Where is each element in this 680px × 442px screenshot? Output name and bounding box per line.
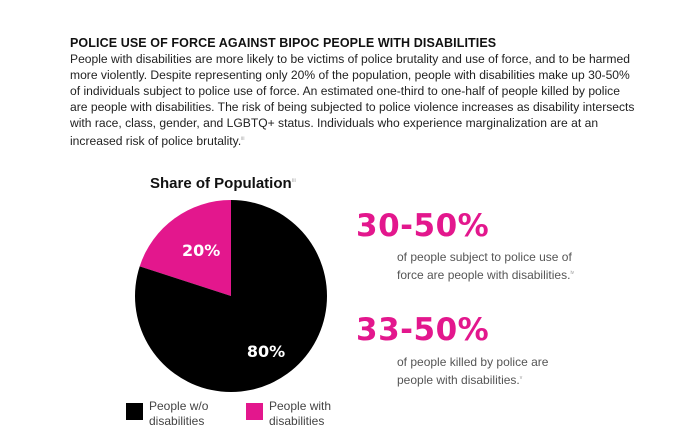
stat-killed-text: of people killed by police are people wi… [397, 355, 549, 387]
stat-use-of-force-footnote: iv [570, 269, 575, 276]
page-heading: POLICE USE OF FORCE AGAINST BIPOC PEOPLE… [70, 36, 497, 50]
chart-title: Share of Populationiii [150, 175, 296, 192]
legend-label-without-disabilities: People w/o disabilities [149, 399, 209, 428]
legend-swatch-without-disabilities [126, 403, 143, 420]
legend-item-with-disabilities: People with disabilities [246, 399, 359, 429]
pie-slice-with-disabilities [139, 200, 231, 296]
stat-killed-description: of people killed by police are people wi… [397, 355, 577, 388]
stat-use-of-force-description: of people subject to police use of force… [397, 250, 577, 283]
chart-title-text: Share of Population [150, 175, 292, 192]
intro-paragraph: People with disabilities are more likely… [70, 51, 640, 149]
legend-label-with-disabilities: People with disabilities [269, 399, 332, 428]
stat-killed-value: 33-50% [356, 312, 490, 348]
stat-use-of-force-value: 30-50% [356, 208, 490, 244]
population-pie-chart: 20% 80% [134, 200, 327, 392]
stat-use-of-force-text: of people subject to police use of force… [397, 250, 572, 282]
legend-item-without-disabilities: People w/o disabilities [126, 399, 239, 429]
pie-label-without-disabilities: 80% [247, 342, 285, 361]
legend-swatch-with-disabilities [246, 403, 263, 420]
intro-paragraph-text: People with disabilities are more likely… [70, 52, 635, 149]
pie-slice-without-disabilities [134, 200, 327, 392]
pie-label-with-disabilities: 20% [182, 241, 220, 260]
stat-killed-footnote: v [519, 374, 523, 381]
intro-footnote: iii [241, 136, 245, 142]
chart-title-footnote: iii [291, 178, 296, 184]
